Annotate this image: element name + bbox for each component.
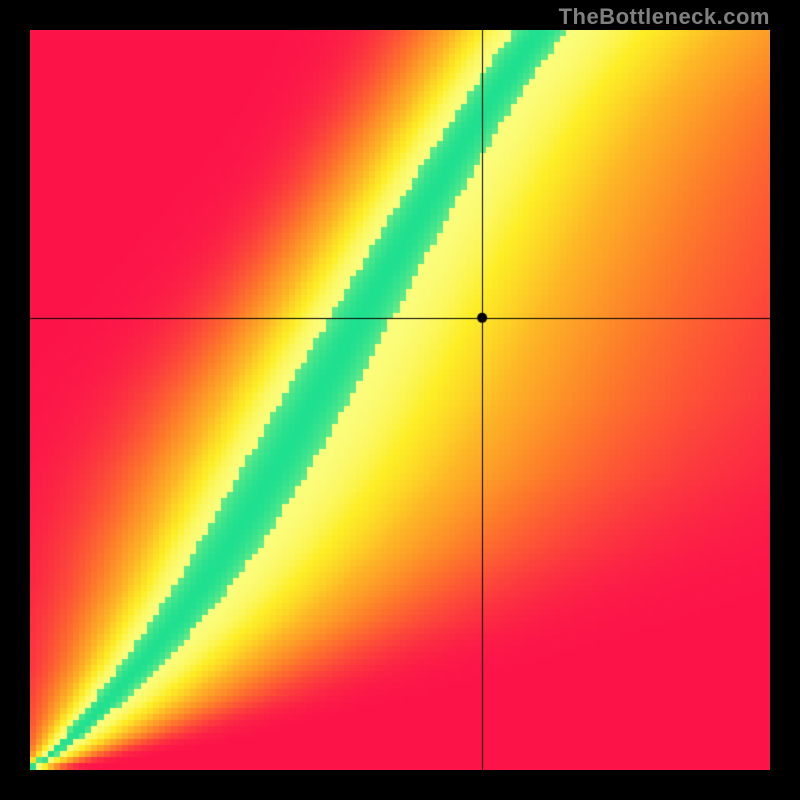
bottleneck-heatmap [30, 30, 770, 770]
watermark-text: TheBottleneck.com [559, 4, 770, 30]
